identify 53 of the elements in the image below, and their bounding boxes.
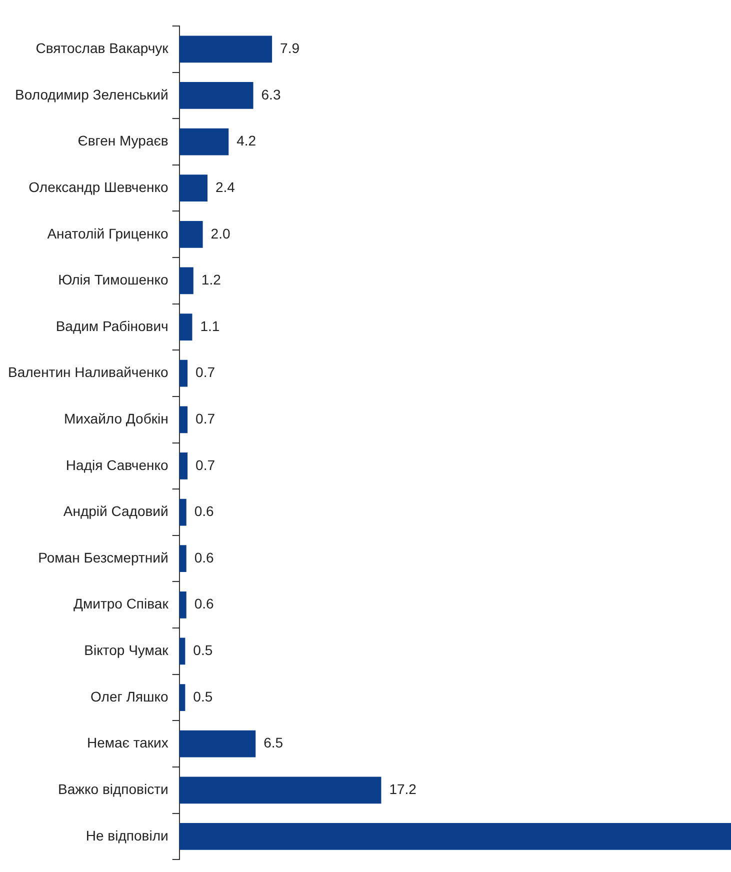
y-tick-label: Дмитро Співак: [74, 596, 170, 612]
y-tick-label: Не відповіли: [86, 827, 168, 844]
data-label: 0.7: [196, 364, 216, 380]
data-label: 1.2: [201, 272, 222, 288]
y-tick-label: Віктор Чумак: [84, 642, 170, 658]
y-tick-label: Святослав Вакарчук: [36, 40, 170, 56]
data-label: 0.6: [194, 596, 214, 612]
y-tick-label: Юлія Тимошенко: [58, 272, 169, 288]
y-tick-label: Олександр Шевченко: [28, 178, 169, 195]
bar: [179, 638, 186, 665]
data-label: 0.7: [196, 456, 216, 473]
data-label: 0.6: [194, 549, 214, 566]
y-tick-label: Важко відповісти: [58, 780, 168, 797]
bar: [179, 498, 186, 526]
y-tick-label: Володимир Зеленський: [15, 86, 168, 102]
y-tick-label: Анатолій Гриценко: [47, 225, 169, 242]
bar: [179, 174, 208, 202]
y-tick-label: Андрій Садовий: [63, 503, 168, 520]
bar: [179, 684, 186, 711]
y-tick-label: Вадим Рабінович: [56, 318, 168, 334]
y-tick-label: Надія Савченко: [66, 456, 169, 473]
bar: [179, 82, 254, 109]
data-label: 0.7: [196, 410, 216, 427]
y-tick-label: Роман Безсмертний: [38, 549, 168, 566]
data-label: 0.5: [193, 642, 213, 658]
y-tick-label: Михайло Добкін: [64, 410, 168, 427]
bar: [179, 36, 272, 63]
bar: [179, 360, 188, 387]
data-label: 7.9: [280, 40, 300, 56]
bar: [179, 776, 382, 804]
bar: [179, 220, 203, 248]
bar: [179, 314, 192, 340]
y-tick-label: Немає таких: [86, 734, 168, 751]
data-label: 1.1: [200, 318, 220, 334]
bar: [179, 591, 186, 618]
bar: [179, 823, 731, 850]
bar: [179, 452, 188, 480]
bar: [179, 267, 194, 294]
bar: [179, 128, 229, 156]
data-label: 4.2: [236, 132, 256, 149]
y-tick-label: Валентин Наливайченко: [8, 364, 169, 380]
data-label: 6.5: [264, 734, 284, 751]
y-tick-label: Олег Ляшко: [90, 688, 169, 704]
y-tick-label: Євген Мураєв: [78, 132, 168, 149]
data-label: 2.0: [210, 225, 230, 242]
data-label: 2.4: [215, 178, 236, 195]
bar: [179, 545, 186, 572]
data-label: 6.3: [261, 86, 281, 102]
bar: [179, 406, 188, 434]
data-label: 17.2: [389, 780, 417, 797]
data-label: 0.6: [194, 503, 214, 520]
bar: [179, 730, 256, 758]
data-label: 0.5: [193, 688, 213, 704]
